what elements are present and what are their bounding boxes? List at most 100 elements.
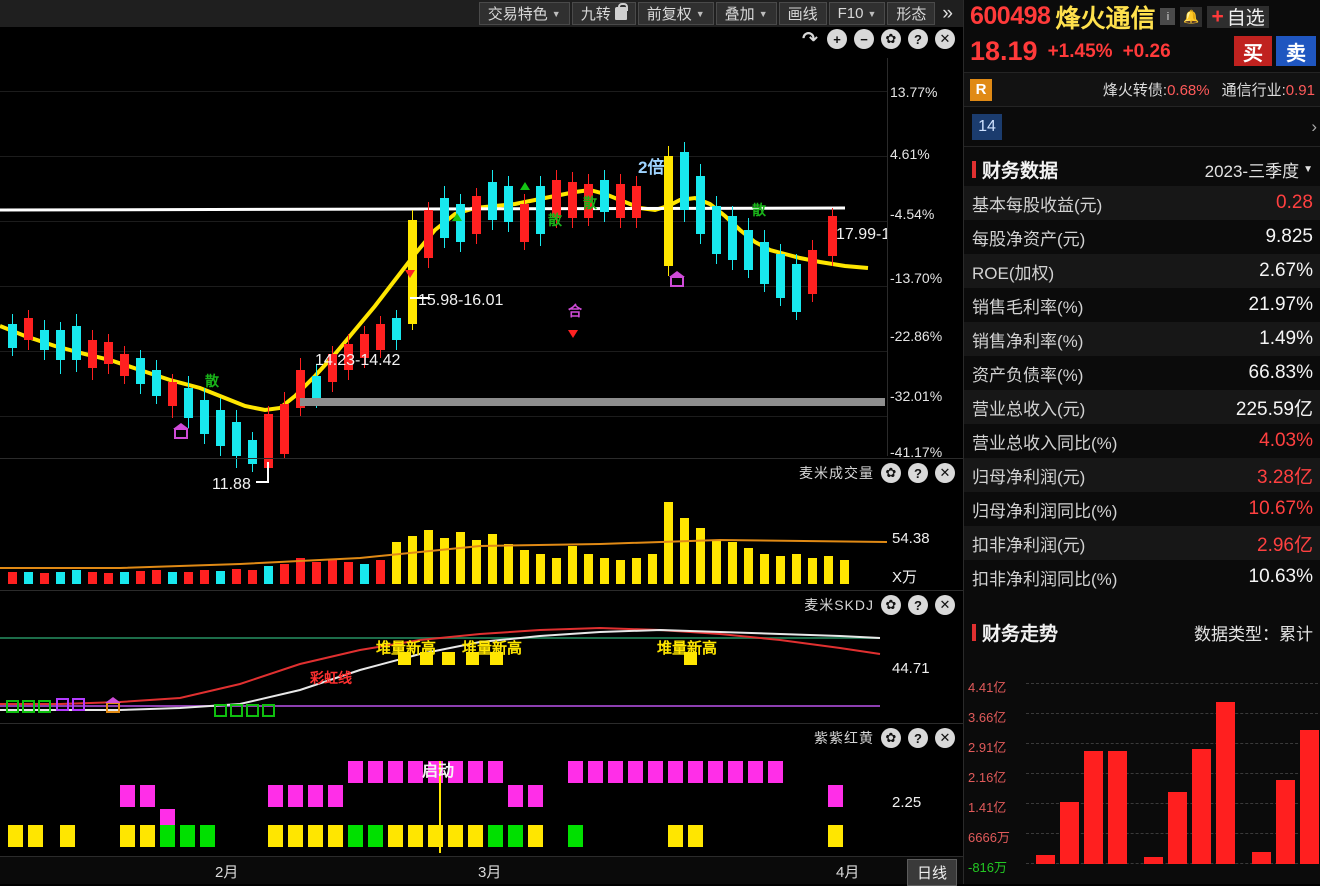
table-row: 扣非净利润(元) 2.96亿	[964, 526, 1320, 560]
row-label: 归母净利润(元)	[972, 467, 1086, 487]
annotation-san: 散	[548, 212, 562, 228]
house-marker	[669, 271, 685, 287]
related-bond[interactable]: 烽火转债:0.68%	[1103, 79, 1210, 100]
annotation-san: 散	[583, 195, 597, 211]
related-industry[interactable]: 通信行业:0.91	[1222, 79, 1315, 100]
zoom-in-icon[interactable]: +	[827, 29, 847, 49]
trend-bar	[1084, 751, 1103, 864]
financial-trend-chart[interactable]: 4.41亿 3.66亿 2.91亿 2.16亿 1.41亿 6666万 -816…	[964, 663, 1320, 884]
row-value: 225.59亿	[1235, 398, 1313, 420]
annotation-2x: 2倍	[638, 158, 665, 177]
toolbar-item-pattern[interactable]: 形态	[887, 2, 936, 25]
stock-code: 600498	[970, 2, 1051, 30]
signal-up-marker	[520, 182, 530, 190]
settings-gear-icon[interactable]: ✿	[881, 463, 901, 483]
trend-y-tick: 6666万	[968, 830, 1010, 845]
skdj-value: 44.71	[892, 660, 930, 677]
chevron-right-icon[interactable]: ›	[1311, 116, 1317, 136]
table-row: 资产负债率(%) 66.83%	[964, 356, 1320, 390]
skdj-pane-header: 麦米SKDJ ✿ ? ✕	[0, 592, 963, 618]
bell-icon[interactable]: 🔔	[1180, 6, 1203, 27]
table-row: 归母净利润(元) 3.28亿	[964, 458, 1320, 492]
toolbar-item-draw-line[interactable]: 画线	[778, 2, 827, 25]
toolbar-label: F10	[837, 5, 864, 22]
stock-price-row: 18.19 +1.45% +0.26	[964, 33, 1320, 70]
row-value: 10.63%	[1248, 566, 1313, 587]
row-label: 销售净利率(%)	[972, 331, 1084, 351]
margin-flag-icon: R	[970, 78, 992, 101]
zzhy-chart-pane[interactable]	[0, 753, 887, 853]
related-bond-value: 0.68%	[1167, 82, 1210, 99]
period-label: 2023-三季度	[1204, 161, 1300, 181]
toolbar-item-overlay[interactable]: 叠加 ▼	[715, 2, 777, 25]
toolbar-item-trade-feature[interactable]: 交易特色 ▼	[478, 2, 570, 25]
add-to-watchlist-button[interactable]: + 自选	[1207, 4, 1269, 29]
settings-gear-icon[interactable]: ✿	[881, 595, 901, 615]
close-icon[interactable]: ✕	[935, 29, 955, 49]
buy-button[interactable]: 买	[1234, 36, 1272, 66]
trend-bar	[1300, 730, 1319, 864]
close-icon[interactable]: ✕	[935, 595, 955, 615]
redo-icon[interactable]: ↷	[802, 28, 818, 50]
help-icon[interactable]: ?	[908, 463, 928, 483]
tab-row: 14 ›	[964, 107, 1320, 147]
table-row: 每股净资产(元) 9.825	[964, 220, 1320, 254]
toolbar-item-f10[interactable]: F10 ▼	[828, 2, 886, 25]
plus-icon: +	[1211, 4, 1224, 28]
row-value: 21.97%	[1248, 294, 1313, 315]
trend-y-tick: 1.41亿	[968, 800, 1007, 815]
toolbar-item-adjust-price[interactable]: 前复权 ▼	[637, 2, 714, 25]
period-selector[interactable]: 2023-三季度 ▼	[1205, 157, 1313, 182]
help-icon[interactable]: ?	[908, 595, 928, 615]
skdj-lines	[0, 626, 881, 711]
zoom-out-icon[interactable]: −	[854, 29, 874, 49]
volume-chart-pane[interactable]	[0, 488, 888, 584]
stock-name: 烽火通信	[1055, 4, 1156, 33]
chevron-down-icon: ▼	[551, 8, 561, 19]
signal-down-marker	[405, 270, 415, 278]
volume-value: 54.38	[892, 530, 930, 547]
trend-data-type-label: 数据类型：累计	[1194, 624, 1313, 644]
y-tick: 4.61%	[890, 146, 930, 162]
annotation-start: 启动	[422, 763, 455, 780]
settings-gear-icon[interactable]: ✿	[881, 29, 901, 49]
price-chart-pane[interactable]: 2倍 散 散 散 散 合 11.88 17.99-18.01 15.98-16.…	[0, 58, 921, 493]
price-label-mid: 15.98-16.01	[418, 292, 504, 309]
stock-change-percent: +1.45%	[1047, 40, 1113, 62]
trend-bar	[1276, 780, 1295, 864]
row-value: 3.28亿	[1257, 466, 1313, 488]
table-row: 归母净利润同比(%) 10.67%	[964, 492, 1320, 526]
sell-button[interactable]: 卖	[1276, 36, 1316, 66]
tab-badge-14[interactable]: 14	[972, 113, 1002, 140]
toolbar-more-icon[interactable]: »	[942, 2, 953, 24]
table-row: 营业总收入同比(%) 4.03%	[964, 424, 1320, 458]
chevron-down-icon: ▼	[1303, 163, 1313, 175]
close-icon[interactable]: ✕	[935, 463, 955, 483]
table-row: ROE(加权) 2.67%	[964, 254, 1320, 288]
skdj-chart-pane[interactable]	[0, 620, 887, 726]
close-icon[interactable]: ✕	[935, 728, 955, 748]
related-bond-label: 烽火转债:	[1102, 82, 1168, 99]
annotation-san: 散	[752, 202, 766, 218]
help-icon[interactable]: ?	[908, 728, 928, 748]
chart-x-axis: 2月 3月 4月 日线	[0, 856, 963, 886]
y-tick: -32.01%	[890, 388, 943, 404]
settings-gear-icon[interactable]: ✿	[881, 728, 901, 748]
toolbar-label: 形态	[896, 6, 927, 23]
financial-trend-header: 财务走势 数据类型：累计	[964, 615, 1320, 649]
zzhy-pane-header: 紫紫红黄 ✿ ? ✕	[0, 725, 963, 751]
financial-data-header: 财务数据 2023-三季度 ▼	[964, 152, 1320, 186]
annotation-he: 合	[568, 303, 582, 319]
table-row: 基本每股收益(元) 0.28	[964, 186, 1320, 220]
y-tick: -13.70%	[890, 270, 943, 286]
volume-pane-header: 麦米成交量 ✿ ? ✕	[0, 460, 963, 486]
info-icon[interactable]: i	[1160, 8, 1176, 25]
chevron-down-icon: ▼	[867, 8, 877, 19]
row-label: 归母净利润同比(%)	[972, 501, 1118, 521]
period-button-daily[interactable]: 日线	[906, 859, 957, 886]
trend-data-type[interactable]: 数据类型：累计	[1194, 620, 1313, 645]
volume-unit: X万	[892, 569, 918, 586]
toolbar-item-nine-turn[interactable]: 九转	[571, 2, 636, 25]
price-label-low: 11.88	[212, 476, 251, 493]
help-icon[interactable]: ?	[908, 29, 928, 49]
